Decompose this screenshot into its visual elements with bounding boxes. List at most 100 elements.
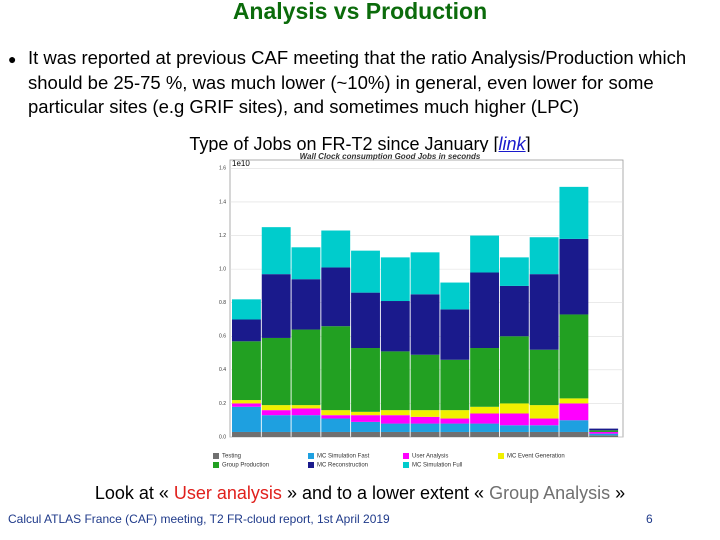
bar-segment	[559, 420, 589, 432]
bar-segment	[470, 406, 500, 414]
bar-segment	[261, 410, 291, 416]
bar-segment	[440, 359, 470, 411]
bar-segment	[440, 282, 470, 310]
bar-segment	[410, 294, 440, 355]
bar-segment	[321, 326, 351, 411]
bar-segment	[499, 257, 529, 286]
bar-segment	[351, 292, 380, 349]
legend-label: User Analysis	[412, 454, 448, 460]
legend-label: Group Production	[222, 463, 269, 469]
y-tick-label: 0.6	[219, 334, 226, 340]
caption-link[interactable]: link	[498, 134, 526, 154]
bar-segment	[589, 430, 619, 432]
bar-segment	[291, 431, 321, 437]
bar-segment	[380, 410, 410, 416]
y-tick-label: 1.2	[219, 233, 226, 239]
bar-segment	[529, 274, 559, 350]
bar-segment	[559, 314, 589, 399]
bar-segment	[559, 238, 589, 315]
bar-segment	[499, 403, 529, 414]
bar-segment	[410, 423, 440, 432]
bar-segment	[291, 405, 321, 409]
bar-segment	[470, 235, 500, 273]
bar-segment	[470, 423, 500, 432]
bar-segment	[261, 337, 291, 406]
caption-end: ]	[525, 134, 531, 154]
bar-segment	[291, 408, 321, 416]
bar-segment	[261, 431, 291, 437]
bar-segment	[321, 431, 351, 437]
bar-segment	[380, 351, 410, 411]
legend-label: Testing	[222, 454, 241, 460]
bar-segment	[529, 237, 559, 275]
bar-segment	[232, 400, 261, 404]
bar-segment	[261, 274, 291, 338]
bar-segment	[261, 405, 291, 411]
bar-segment	[380, 301, 410, 352]
y-tick-label: 0.4	[219, 367, 226, 373]
bar-segment	[499, 425, 529, 432]
bar-segment	[261, 415, 291, 432]
y-tick-label: 1.6	[219, 166, 226, 172]
bar-segment	[440, 309, 470, 360]
bar-segment	[589, 431, 619, 434]
bullet-dot: ●	[8, 51, 17, 67]
bar-segment	[499, 431, 529, 437]
bar-segment	[321, 415, 351, 419]
bar-segment	[321, 418, 351, 432]
legend-label: MC Event Generation	[507, 454, 565, 460]
conclusion-text: Look at «	[94, 483, 174, 503]
legend-swatch	[308, 453, 314, 459]
y-multiplier: 1e10	[232, 159, 250, 168]
bar-segment	[410, 354, 440, 411]
bar-segment	[410, 410, 440, 417]
y-tick-label: 0.8	[219, 300, 226, 306]
legend-swatch	[308, 462, 314, 468]
bar-segment	[410, 431, 440, 437]
chart-title: Wall Clock consumption Good Jobs in seco…	[300, 152, 481, 161]
bar-segment	[529, 418, 559, 426]
conclusion-text: » and to a lower extent «	[281, 483, 490, 503]
bar-segment	[440, 423, 470, 432]
bar-segment	[410, 252, 440, 295]
conclusion-text: »	[610, 483, 626, 503]
footer: Calcul ATLAS France (CAF) meeting, T2 FR…	[8, 512, 390, 526]
y-tick-label: 0.2	[219, 401, 226, 407]
bar-segment	[321, 230, 351, 268]
bar-segment	[529, 425, 559, 432]
bar-segment	[410, 416, 440, 424]
conclusion-highlight: User analysis	[173, 483, 282, 503]
legend-swatch	[498, 453, 504, 459]
bar-segment	[529, 431, 559, 437]
legend-swatch	[403, 462, 409, 468]
bar-segment	[529, 405, 559, 419]
chart: Wall Clock consumption Good Jobs in seco…	[205, 152, 625, 482]
bar-segment	[529, 349, 559, 406]
bar-segment	[351, 415, 380, 422]
bar-segment	[291, 415, 321, 432]
y-tick-label: 0.0	[219, 434, 226, 440]
bar-segment	[351, 421, 380, 432]
y-tick-label: 1.4	[219, 199, 226, 205]
caption: Type of Jobs on FR-T2 since January [lin…	[0, 134, 720, 155]
bar-segment	[232, 431, 261, 437]
bar-segment	[559, 403, 589, 421]
bar-segment	[589, 435, 619, 437]
bar-segment	[232, 341, 261, 401]
conclusion: Look at « User analysis » and to a lower…	[0, 483, 720, 504]
bar-segment	[232, 406, 261, 432]
bar-segment	[232, 319, 261, 342]
bar-segment	[351, 411, 380, 416]
conclusion-highlight: Group Analysis	[489, 483, 611, 503]
bullet: ● It was reported at previous CAF meeting…	[8, 46, 720, 119]
bar-segment	[470, 431, 500, 437]
bar-segment	[351, 431, 380, 437]
bar-segment	[261, 227, 291, 275]
bar-segment	[499, 285, 529, 337]
legend-label: MC Simulation Full	[412, 463, 462, 469]
page-number: 6	[646, 512, 653, 526]
legend-label: MC Reconstruction	[317, 463, 368, 469]
bar-segment	[559, 431, 589, 437]
legend-swatch	[213, 453, 219, 459]
bar-segment	[232, 403, 261, 407]
